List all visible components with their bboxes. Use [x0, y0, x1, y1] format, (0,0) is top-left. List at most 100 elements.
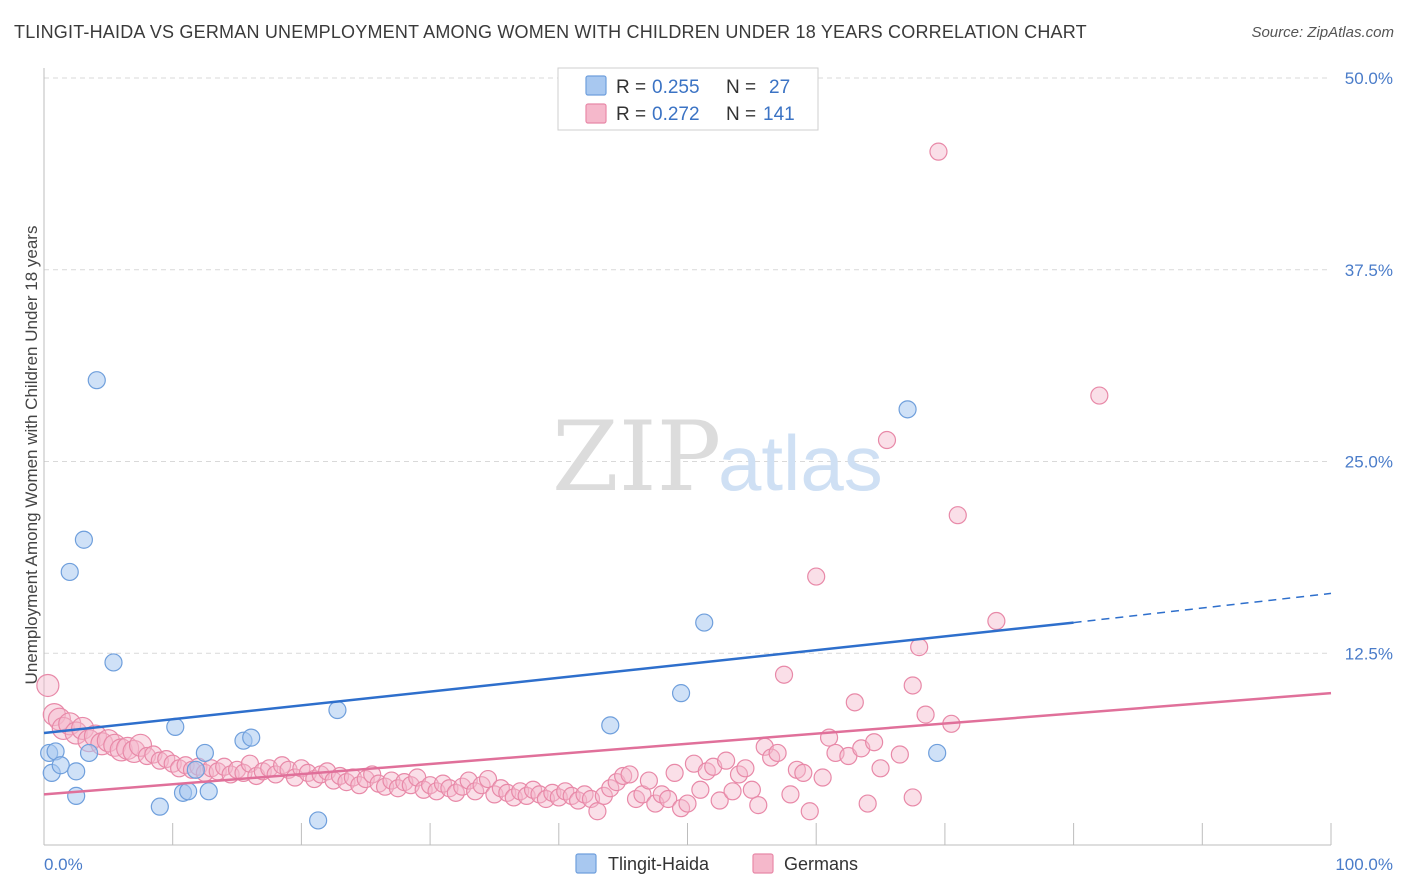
tlingit-point-12 [166, 717, 185, 736]
legend-n-value-1: 27 [769, 77, 790, 98]
tlingit-point-15 [186, 760, 205, 779]
german-point-0 [36, 673, 60, 698]
german-point-97 [659, 789, 678, 809]
tlingit-point-7 [74, 530, 93, 549]
grid-lines [44, 77, 1331, 654]
tlingit-point-20 [309, 811, 328, 830]
german-point-105 [710, 791, 729, 810]
tlingit-point-8 [79, 743, 99, 763]
german-point-116 [781, 785, 800, 804]
legend-r-value-2: 0.272 [652, 104, 700, 125]
legend-r-label-2: R = [616, 104, 646, 125]
tlingit-point-5 [67, 786, 86, 806]
german-point-107 [723, 782, 742, 801]
tlingit-point-10 [104, 653, 123, 672]
y-tick-label-1: 25.0% [1345, 453, 1393, 472]
x-tick-label-1: 100.0% [1335, 855, 1393, 874]
german-point-125 [845, 693, 864, 712]
tlingit-point-4 [60, 562, 79, 582]
tlingit-point-6 [67, 762, 86, 781]
legend-n-label-2: N = [726, 104, 756, 125]
x-tick-labels: 0.0% 100.0% [44, 855, 1393, 874]
legend: R = 0.255 N = 27 R = 0.272 N = 141 [557, 67, 819, 131]
chart-title: TLINGIT-HAIDA VS GERMAN UNEMPLOYMENT AMO… [14, 22, 1087, 42]
german-point-100 [678, 794, 697, 813]
legend-r-label-1: R = [616, 77, 646, 98]
german-point-129 [871, 759, 890, 778]
legend-swatch-tlingit [585, 75, 607, 96]
german-point-51 [363, 765, 382, 784]
german-point-128 [865, 733, 884, 752]
watermark-atlas: atlas [718, 419, 883, 507]
tlingit-point-19 [242, 728, 261, 747]
german-point-91 [620, 765, 639, 784]
tlingit-point-14 [179, 782, 198, 801]
german-point-135 [929, 142, 948, 161]
tlingit-point-26 [928, 743, 947, 763]
watermark-zip: ZIP [552, 401, 721, 513]
bottom-legend-swatch-tlingit [575, 853, 597, 874]
x-tick-label-0: 0.0% [44, 855, 83, 874]
tlingit-point-23 [671, 684, 691, 703]
y-tick-label-2: 37.5% [1345, 261, 1393, 280]
german-point-138 [987, 611, 1006, 631]
tlingit-point-24 [695, 613, 714, 632]
y-tick-labels: 12.5% 25.0% 37.5% 50.0% [1345, 69, 1393, 663]
german-points [36, 142, 1109, 821]
legend-n-label-1: N = [726, 77, 756, 98]
tlingit-point-17 [199, 782, 218, 801]
german-point-120 [807, 567, 826, 586]
german-point-134 [916, 705, 935, 724]
tlingit-point-9 [87, 371, 106, 390]
german-point-139 [1090, 386, 1109, 405]
german-point-109 [736, 759, 755, 778]
german-point-140 [903, 788, 922, 807]
trend-lines [43, 592, 1332, 796]
legend-swatch-german [585, 103, 607, 124]
german-point-90 [614, 766, 633, 786]
tlingit-trend-line [43, 621, 1074, 735]
german-point-111 [749, 796, 768, 815]
german-point-121 [813, 768, 832, 787]
german-point-94 [639, 771, 658, 790]
y-tick-label-3: 50.0% [1345, 69, 1393, 88]
y-axis-label: Unemployment Among Women with Children U… [22, 226, 41, 685]
german-point-98 [665, 763, 684, 783]
german-point-132 [903, 676, 922, 695]
german-point-118 [794, 763, 813, 783]
german-point-5 [64, 721, 88, 745]
bottom-legend-german: Germans [784, 854, 858, 874]
tlingit-point-16 [195, 743, 214, 763]
tlingit-point-22 [601, 716, 620, 735]
bottom-legend-swatch-german [752, 853, 774, 874]
tlingit-points [40, 371, 947, 830]
german-point-69 [478, 769, 498, 789]
german-point-131 [890, 745, 909, 764]
tlingit-point-25 [898, 400, 917, 419]
german-point-119 [800, 802, 819, 821]
german-point-102 [691, 780, 710, 799]
german-point-86 [588, 802, 607, 821]
german-point-110 [742, 780, 761, 799]
german-point-115 [774, 665, 794, 684]
german-point-127 [858, 794, 877, 813]
bottom-legend: Tlingit-Haida Germans [575, 853, 858, 874]
german-trend-line [43, 691, 1332, 796]
tlingit-trend-extension [1073, 592, 1332, 624]
tlingit-point-11 [150, 797, 169, 816]
german-point-106 [717, 751, 736, 770]
source-label: Source: ZipAtlas.com [1251, 24, 1394, 41]
bottom-legend-tlingit: Tlingit-Haida [608, 854, 710, 874]
tlingit-point-3 [51, 756, 70, 775]
axes [43, 68, 1332, 846]
german-point-137 [948, 506, 967, 525]
german-point-3 [51, 716, 75, 741]
legend-r-value-1: 0.255 [652, 77, 700, 98]
legend-n-value-2: 141 [763, 104, 795, 125]
german-point-133 [910, 638, 929, 657]
tlingit-point-21 [328, 700, 347, 720]
german-point-114 [768, 743, 787, 763]
y-tick-label-0: 12.5% [1345, 644, 1393, 663]
german-point-130 [877, 430, 897, 450]
